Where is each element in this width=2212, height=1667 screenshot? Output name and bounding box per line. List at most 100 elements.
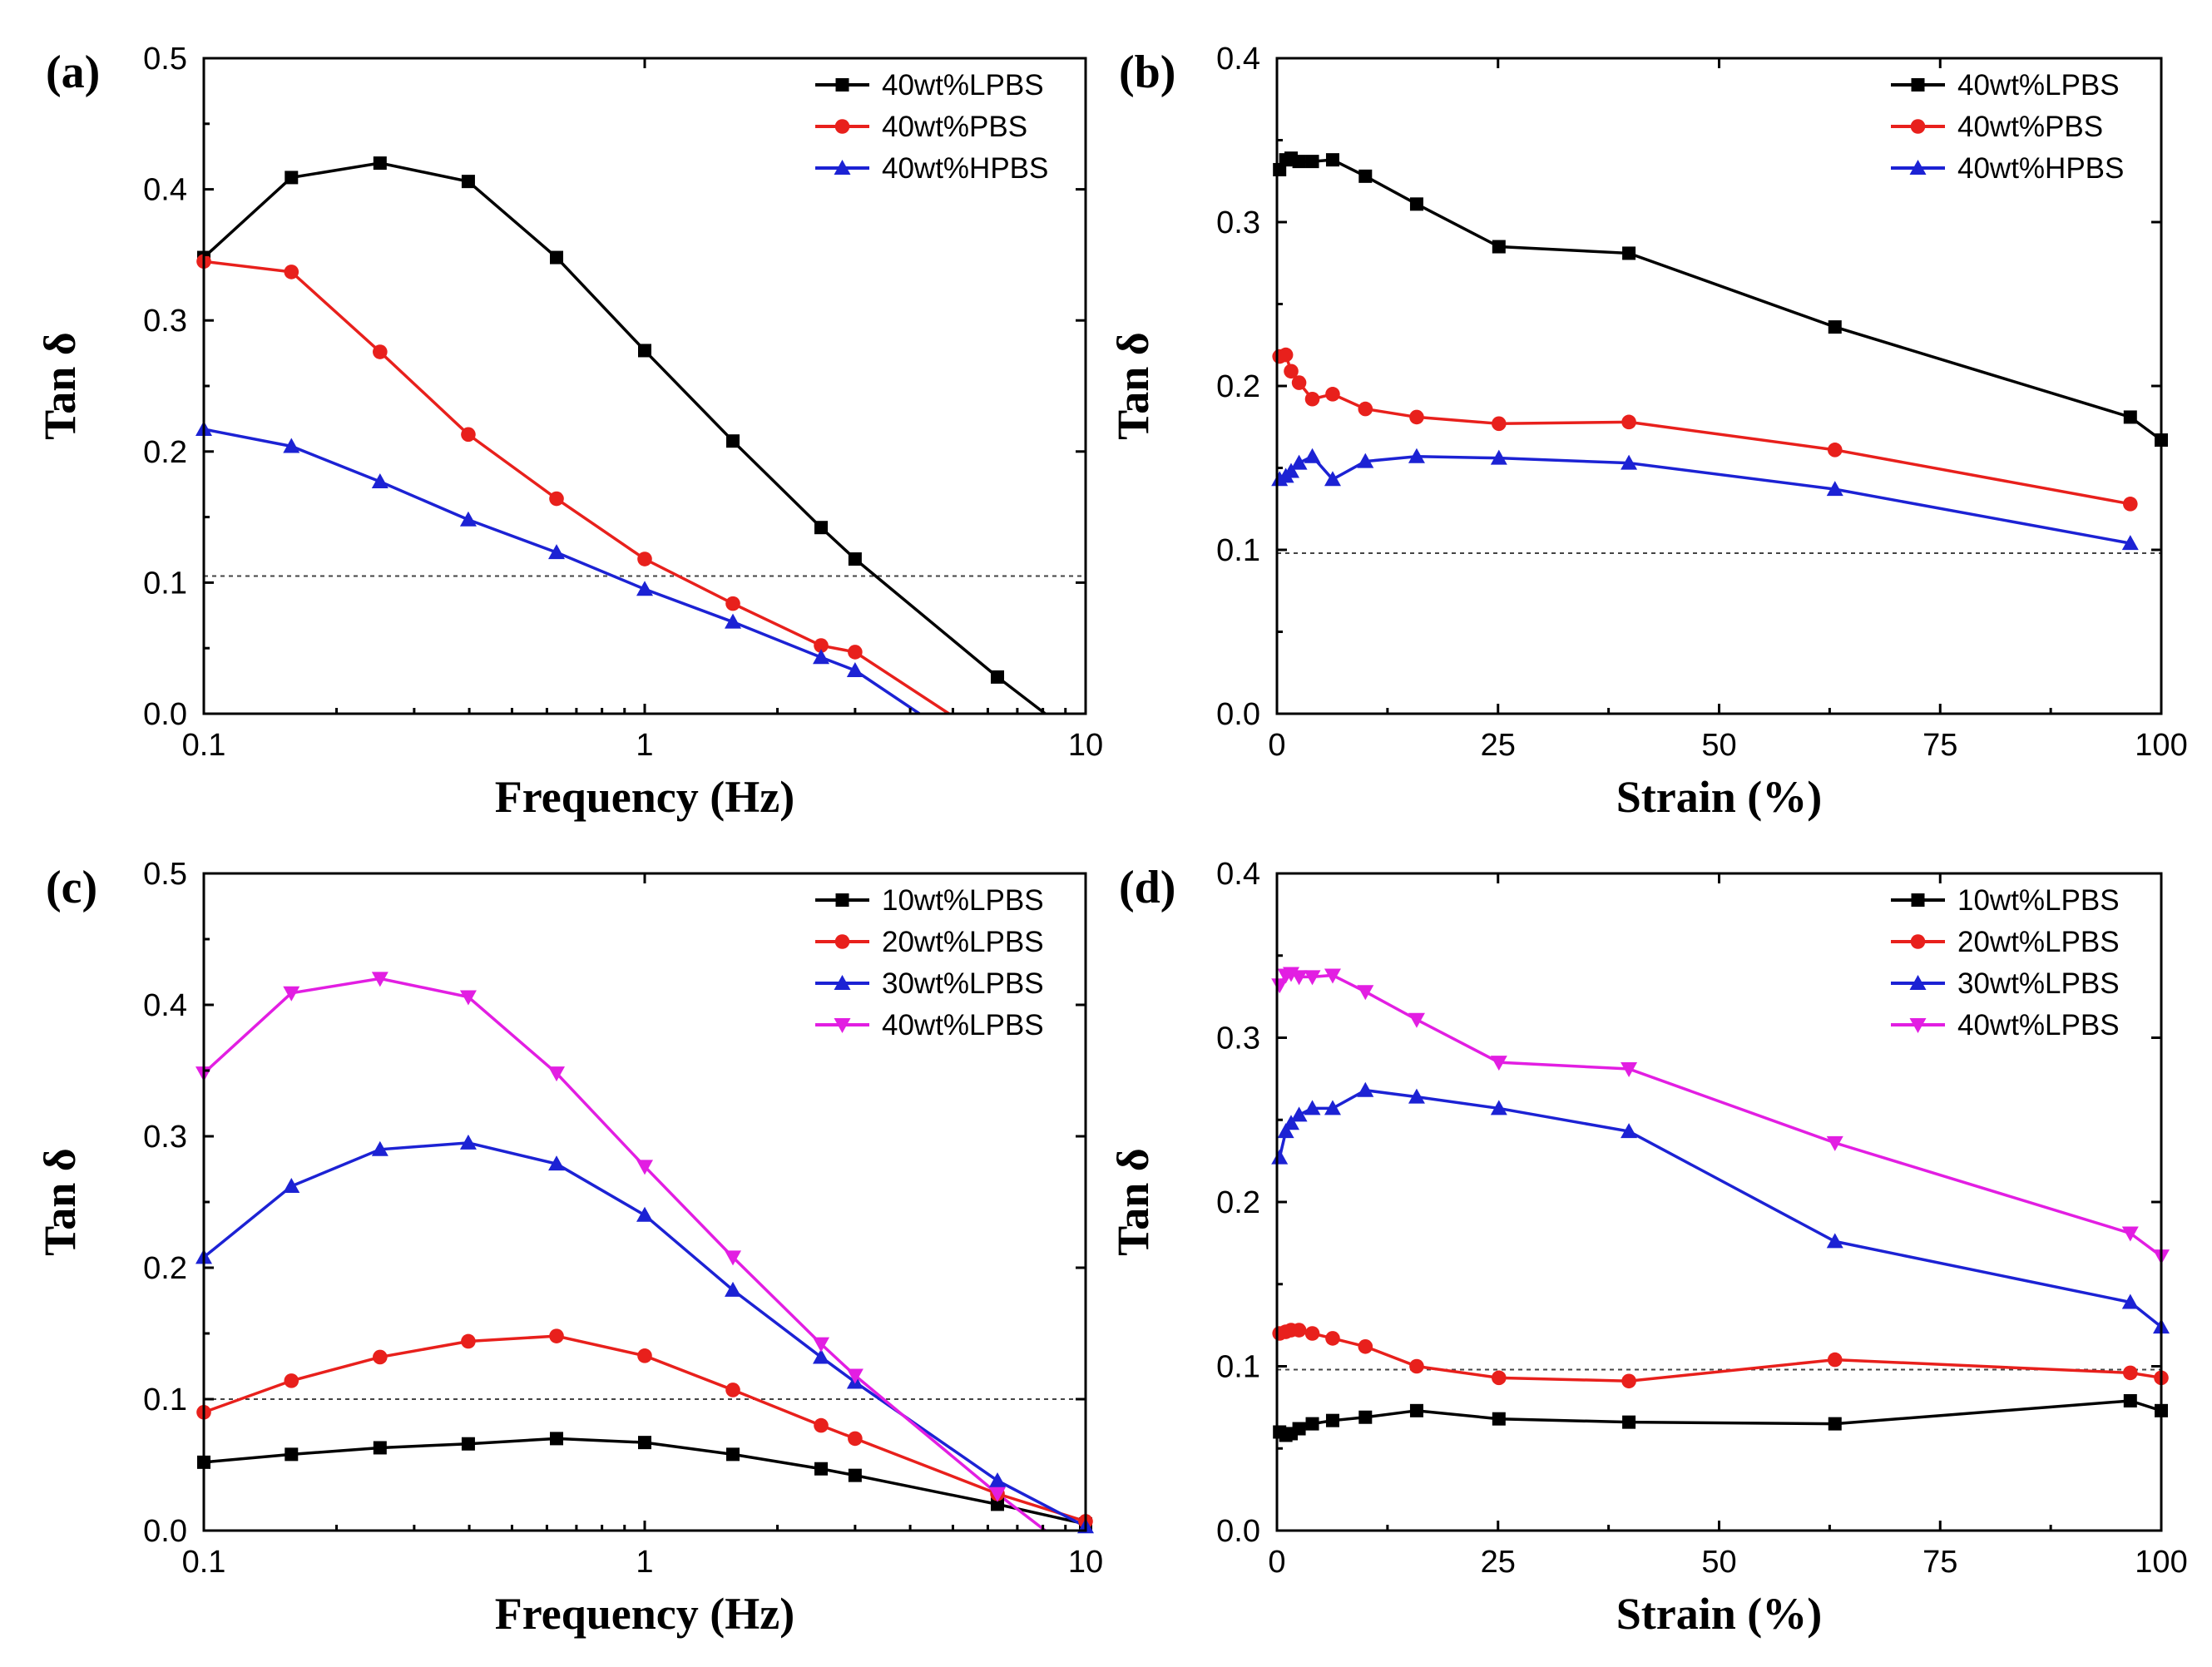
data-point-s2-2 (1283, 463, 1300, 478)
series-line-2 (1278, 1088, 2161, 1328)
x-tick-label: 1 (636, 728, 653, 763)
y-tick-label: 0.2 (1216, 369, 1260, 404)
data-point-s2-3 (1290, 454, 1308, 470)
legend: 10wt%LPBS 20wt%LPBS 30wt%LPBS 40wt%LPBS (1891, 884, 2120, 1041)
legend-marker-1 (834, 934, 850, 949)
data-point-s2-2 (371, 1140, 388, 1156)
legend-label-2: 30wt%LPBS (882, 967, 1044, 1000)
data-point-s1-5 (637, 1348, 652, 1363)
legend-label-0: 10wt%LPBS (882, 884, 1044, 917)
legend-label-3: 40wt%LPBS (882, 1009, 1044, 1041)
data-point-s1-2 (1284, 364, 1299, 379)
data-point-s1-6 (725, 1383, 740, 1397)
data-point-s2-7 (1408, 448, 1425, 463)
x-tick-label: 10 (1068, 728, 1103, 763)
series-line-2 (204, 1141, 1086, 1528)
legend-label-2: 40wt%HPBS (882, 152, 1048, 185)
x-tick-label: 100 (2135, 1545, 2187, 1580)
y-axis-title: Tan δ (35, 1148, 85, 1256)
data-point-s0-6 (1358, 169, 1373, 183)
data-point-s2-11 (2121, 535, 2139, 551)
legend: 40wt%LPBS 40wt%PBS 40wt%HPBS (815, 69, 1048, 185)
legend-label-3: 40wt%LPBS (1957, 1009, 2120, 1041)
data-point-s0-8 (1492, 240, 1506, 254)
data-point-s2-3 (459, 1134, 477, 1150)
data-point-s0-5 (638, 344, 651, 358)
data-point-s2-9 (1621, 454, 1638, 470)
data-point-s3-1 (283, 986, 300, 1002)
x-tick-label: 1 (636, 1545, 653, 1580)
data-point-s0-8 (848, 1468, 862, 1482)
data-point-s2-8 (1490, 1100, 1507, 1115)
x-tick-label: 25 (1481, 1545, 1516, 1580)
data-point-s2-4 (1304, 1100, 1321, 1115)
data-point-s2-7 (813, 1348, 830, 1364)
data-point-s2-10 (1826, 1233, 1843, 1249)
x-tick-label: 0 (1268, 728, 1285, 763)
data-point-s1-7 (1409, 1358, 1424, 1374)
data-point-s2-5 (1324, 471, 1341, 487)
data-point-s0-11 (2123, 1393, 2137, 1407)
data-point-s2-6 (725, 1281, 742, 1297)
data-point-s2-7 (813, 649, 830, 665)
data-point-s1-4 (1304, 391, 1320, 407)
data-point-s1-1 (284, 265, 299, 279)
data-point-s0-4 (1305, 1417, 1319, 1431)
x-tick-label: 50 (1701, 1545, 1736, 1580)
data-point-s0-3 (1292, 1422, 1306, 1436)
data-point-s1-1 (284, 1373, 299, 1388)
series-line-2 (1279, 454, 2131, 545)
data-point-s1-5 (637, 552, 652, 566)
data-point-s1-2 (373, 1349, 388, 1365)
x-tick-label: 10 (1068, 1545, 1103, 1580)
y-tick-label: 0.1 (1216, 1350, 1260, 1385)
data-point-s0-2 (373, 156, 387, 171)
panel-label: (d) (1119, 862, 1175, 913)
data-point-s3-8 (1490, 1056, 1507, 1071)
x-tick-label: 0.1 (182, 728, 226, 763)
x-tick-label: 50 (1701, 728, 1736, 763)
panel-label: (a) (46, 47, 100, 98)
data-point-s3-5 (636, 1160, 653, 1175)
y-tick-label: 0.3 (143, 304, 187, 339)
y-tick-label: 0.4 (143, 988, 187, 1023)
data-point-s1-7 (814, 638, 829, 653)
y-tick-label: 0.1 (1216, 533, 1260, 568)
data-point-s1-1 (1278, 347, 1294, 363)
x-tick-label: 75 (1923, 1545, 1957, 1580)
data-point-s2-3 (459, 511, 477, 527)
data-point-s0-2 (373, 1441, 387, 1455)
data-point-s1-11 (2122, 497, 2138, 512)
data-point-s0-3 (1292, 155, 1306, 169)
legend-marker-3 (1909, 1018, 1927, 1033)
y-tick-label: 0.4 (1216, 857, 1260, 892)
data-point-s0-5 (1325, 1413, 1339, 1427)
data-point-s1-7 (814, 1417, 829, 1433)
data-point-s3-10 (1826, 1135, 1843, 1151)
data-point-s2-5 (636, 1206, 653, 1222)
data-point-s3-5 (1324, 968, 1341, 984)
y-tick-label: 0.0 (143, 1514, 187, 1549)
data-point-s2-5 (636, 581, 653, 596)
x-axis-title: Frequency (Hz) (495, 1589, 794, 1639)
data-point-s1-9 (1621, 414, 1636, 430)
legend-label-1: 20wt%LPBS (882, 926, 1044, 958)
y-tick-label: 0.4 (1216, 42, 1260, 77)
series-line-1 (204, 1334, 1086, 1523)
legend-label-1: 20wt%LPBS (1957, 926, 2120, 958)
data-point-s0-4 (550, 250, 564, 265)
legend-label-2: 40wt%HPBS (1957, 152, 2124, 185)
data-point-s2-2 (1283, 1115, 1300, 1130)
series-line-2 (204, 428, 921, 714)
data-point-s2-0 (1271, 1149, 1289, 1165)
legend-marker-0 (835, 78, 849, 92)
legend-marker-1 (834, 119, 850, 134)
data-point-s1-3 (461, 1333, 476, 1349)
data-point-s2-2 (371, 473, 388, 489)
data-point-s2-1 (283, 1178, 300, 1194)
data-point-s2-9 (989, 1472, 1007, 1487)
y-tick-label: 0.0 (143, 697, 187, 732)
x-tick-label: 25 (1481, 728, 1516, 763)
y-tick-label: 0.5 (143, 857, 187, 892)
